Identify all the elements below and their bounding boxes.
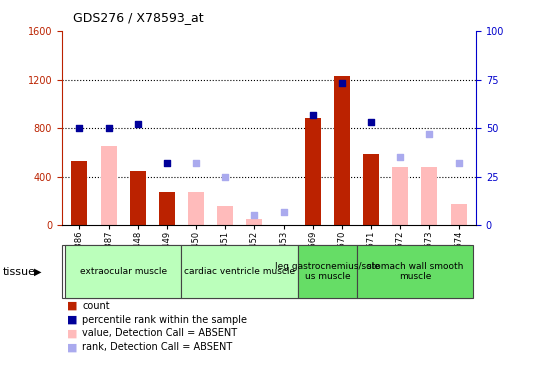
Text: GDS276 / X78593_at: GDS276 / X78593_at [73,11,203,24]
Point [192,160,200,166]
Bar [217,206,233,225]
Bar [188,193,204,225]
Bar [421,167,437,225]
Text: percentile rank within the sample: percentile rank within the sample [82,314,247,325]
Text: ■: ■ [67,328,78,339]
Point [75,125,84,131]
Point [104,125,113,131]
Text: ■: ■ [67,314,78,325]
Bar [334,76,350,225]
Text: count: count [82,300,110,311]
Bar [159,193,175,225]
Bar [130,171,146,225]
Bar [392,167,408,225]
Bar [363,154,379,225]
Text: ▶: ▶ [34,267,41,277]
Point [279,209,288,214]
Text: value, Detection Call = ABSENT: value, Detection Call = ABSENT [82,328,237,339]
Text: ■: ■ [67,300,78,311]
Bar [298,245,357,298]
Bar [305,119,321,225]
Text: ■: ■ [67,342,78,352]
Bar [65,245,181,298]
Point [221,174,230,180]
Bar [451,204,466,225]
Point [133,121,142,127]
Point [250,212,259,218]
Bar [72,161,87,225]
Text: tissue: tissue [3,267,36,277]
Text: extraocular muscle: extraocular muscle [80,267,167,276]
Text: cardiac ventricle muscle: cardiac ventricle muscle [184,267,295,276]
Bar [181,245,298,298]
Point [308,112,317,117]
Text: leg gastrocnemius/sole
us muscle: leg gastrocnemius/sole us muscle [275,262,380,281]
Point [338,81,346,86]
Text: stomach wall smooth
muscle: stomach wall smooth muscle [367,262,463,281]
Bar [357,245,473,298]
Text: rank, Detection Call = ABSENT: rank, Detection Call = ABSENT [82,342,232,352]
Bar [101,146,117,225]
Point [367,119,376,125]
Bar [246,219,263,225]
Point [454,160,463,166]
Point [396,154,405,160]
Point [162,160,171,166]
Point [425,131,434,137]
